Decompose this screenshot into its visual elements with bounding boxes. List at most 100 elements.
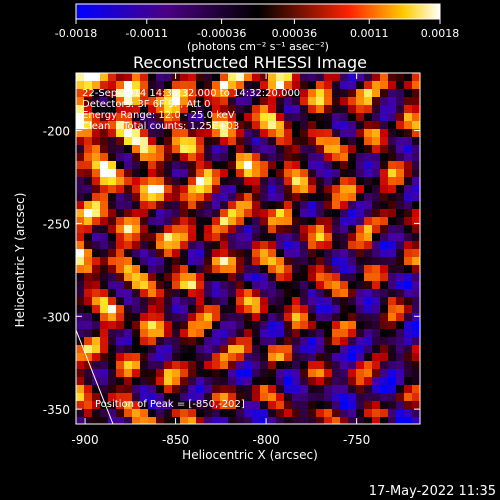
heatmap-cell bbox=[92, 193, 100, 201]
heatmap-cell bbox=[396, 345, 404, 353]
heatmap-cell bbox=[252, 145, 260, 153]
heatmap-cell bbox=[220, 369, 228, 377]
heatmap-cell bbox=[100, 369, 108, 377]
heatmap-cell bbox=[140, 329, 148, 337]
heatmap-cell bbox=[84, 209, 92, 217]
heatmap-cell bbox=[404, 209, 412, 217]
heatmap-cell bbox=[396, 105, 404, 113]
heatmap-cell bbox=[148, 129, 156, 137]
heatmap-cell bbox=[372, 169, 380, 177]
heatmap-cell bbox=[116, 169, 124, 177]
heatmap-cell bbox=[316, 305, 324, 313]
heatmap-cell bbox=[308, 129, 316, 137]
heatmap-cell bbox=[260, 201, 268, 209]
heatmap-cell bbox=[116, 353, 124, 361]
heatmap-cell bbox=[308, 345, 316, 353]
heatmap-cell bbox=[268, 273, 276, 281]
heatmap-cell bbox=[156, 385, 164, 393]
heatmap-cell bbox=[324, 121, 332, 129]
heatmap-cell bbox=[172, 89, 180, 97]
heatmap-cell bbox=[180, 217, 188, 225]
heatmap-cell bbox=[292, 369, 300, 377]
heatmap-cell bbox=[348, 417, 356, 424]
heatmap-cell bbox=[252, 385, 260, 393]
heatmap-cell bbox=[172, 233, 180, 241]
heatmap-cell bbox=[204, 193, 212, 201]
heatmap-cell bbox=[260, 73, 268, 81]
heatmap-cell bbox=[132, 145, 140, 153]
heatmap-cell bbox=[196, 169, 204, 177]
heatmap-cell bbox=[324, 193, 332, 201]
heatmap-cell bbox=[236, 377, 244, 385]
heatmap-cell bbox=[308, 401, 316, 409]
heatmap-cell bbox=[92, 145, 100, 153]
heatmap-cell bbox=[244, 177, 252, 185]
heatmap-cell bbox=[244, 345, 252, 353]
heatmap-cell bbox=[332, 329, 340, 337]
heatmap-cell bbox=[348, 185, 356, 193]
heatmap-cell bbox=[284, 225, 292, 233]
heatmap-cell bbox=[164, 385, 172, 393]
heatmap-cell bbox=[268, 417, 276, 424]
heatmap-cell bbox=[324, 225, 332, 233]
heatmap-cell bbox=[364, 89, 372, 97]
heatmap-cell bbox=[348, 225, 356, 233]
heatmap-cell bbox=[396, 241, 404, 249]
heatmap-cell bbox=[396, 353, 404, 361]
heatmap-cell bbox=[388, 217, 396, 225]
heatmap-cell bbox=[172, 145, 180, 153]
heatmap-cell bbox=[372, 273, 380, 281]
heatmap-cell bbox=[388, 345, 396, 353]
heatmap-cell bbox=[380, 385, 388, 393]
heatmap-cell bbox=[348, 321, 356, 329]
heatmap-cell bbox=[124, 137, 132, 145]
heatmap-cell bbox=[180, 321, 188, 329]
heatmap-cell bbox=[308, 329, 316, 337]
heatmap-cell bbox=[372, 377, 380, 385]
heatmap-cell bbox=[292, 249, 300, 257]
heatmap-cell bbox=[148, 241, 156, 249]
heatmap-cell bbox=[172, 385, 180, 393]
heatmap-cell bbox=[396, 281, 404, 289]
heatmap-cell bbox=[204, 417, 212, 424]
heatmap-cell bbox=[204, 161, 212, 169]
heatmap-cell bbox=[116, 193, 124, 201]
heatmap-cell bbox=[324, 137, 332, 145]
heatmap-cell bbox=[164, 409, 172, 417]
heatmap-cell bbox=[116, 265, 124, 273]
heatmap-cell bbox=[356, 201, 364, 209]
heatmap-cell bbox=[316, 89, 324, 97]
heatmap-cell bbox=[412, 345, 420, 353]
heatmap-cell bbox=[148, 377, 156, 385]
heatmap-cell bbox=[164, 161, 172, 169]
heatmap-cell bbox=[412, 393, 420, 401]
heatmap-cell bbox=[332, 161, 340, 169]
heatmap-cell bbox=[156, 313, 164, 321]
heatmap-cell bbox=[284, 73, 292, 81]
heatmap-cell bbox=[236, 273, 244, 281]
heatmap-cell bbox=[396, 265, 404, 273]
heatmap-cell bbox=[76, 369, 84, 377]
heatmap-cell bbox=[284, 201, 292, 209]
heatmap-cell bbox=[220, 209, 228, 217]
heatmap-cell bbox=[308, 121, 316, 129]
heatmap-cell bbox=[220, 249, 228, 257]
heatmap-cell bbox=[268, 105, 276, 113]
heatmap-cell bbox=[252, 185, 260, 193]
heatmap-cell bbox=[108, 321, 116, 329]
heatmap-cell bbox=[284, 417, 292, 424]
heatmap-cell bbox=[116, 321, 124, 329]
heatmap-cell bbox=[244, 217, 252, 225]
heatmap-cell bbox=[108, 169, 116, 177]
heatmap-cell bbox=[308, 233, 316, 241]
heatmap-cell bbox=[172, 265, 180, 273]
heatmap-cell bbox=[236, 193, 244, 201]
heatmap-cell bbox=[308, 153, 316, 161]
heatmap-cell bbox=[188, 345, 196, 353]
heatmap-cell bbox=[188, 233, 196, 241]
heatmap-cell bbox=[84, 289, 92, 297]
heatmap-cell bbox=[92, 281, 100, 289]
heatmap-cell bbox=[276, 289, 284, 297]
heatmap-cell bbox=[236, 217, 244, 225]
heatmap-cell bbox=[108, 361, 116, 369]
